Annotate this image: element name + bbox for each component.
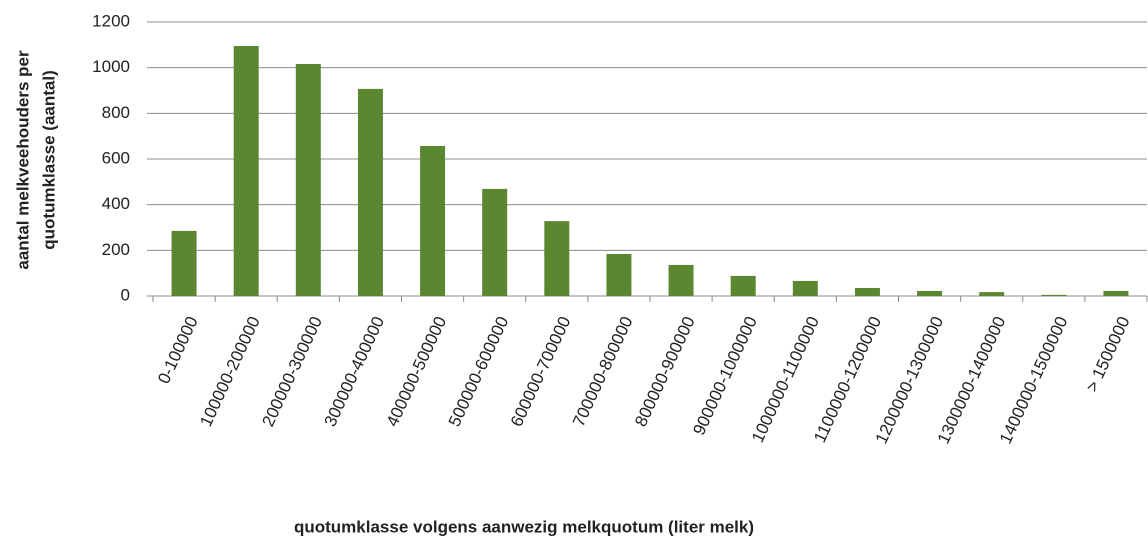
x-tick-label: 1100000-1200000	[810, 314, 885, 446]
x-tick-label: 200000-300000	[258, 314, 326, 430]
y-tick-label: 1000	[92, 57, 130, 76]
bar	[357, 88, 383, 296]
bar	[979, 292, 1005, 296]
bar	[1041, 294, 1067, 296]
y-tick-label: 400	[102, 194, 130, 213]
y-tick-label: 800	[102, 103, 130, 122]
x-tick-label: 700000-800000	[569, 314, 637, 430]
x-tick-label: 1200000-1300000	[872, 314, 948, 447]
y-tick-label: 1200	[92, 11, 130, 30]
x-tick-label: 0-100000	[154, 314, 202, 387]
bar	[420, 145, 446, 296]
bar	[233, 45, 259, 296]
bar	[917, 290, 943, 296]
x-tick-label: 1300000-1400000	[934, 314, 1010, 447]
bar	[854, 288, 880, 296]
x-tick-label: 1000000-1100000	[748, 314, 823, 446]
x-tick-label: 400000-500000	[383, 314, 451, 430]
bar	[1103, 290, 1129, 296]
bar	[730, 275, 756, 296]
x-axis-title: quotumklasse volgens aanwezig melkquotum…	[294, 517, 754, 536]
y-axis-title: aantal melkveehouders per	[13, 50, 32, 270]
bar	[171, 230, 197, 296]
x-tick-label: 500000-600000	[445, 314, 513, 430]
bar	[792, 280, 818, 296]
bar	[668, 264, 694, 296]
y-tick-label: 600	[102, 148, 130, 167]
x-tick-label: 800000-900000	[631, 314, 699, 430]
x-tick-label: 300000-400000	[321, 314, 389, 430]
y-tick-label: 200	[102, 240, 130, 259]
x-tick-label: 1400000-1500000	[996, 314, 1072, 447]
y-tick-label: 0	[121, 285, 130, 304]
bar	[295, 64, 321, 296]
bar	[606, 253, 632, 296]
x-tick-label: 100000-200000	[196, 314, 264, 430]
bar	[482, 188, 508, 296]
bar	[544, 221, 570, 296]
x-tick-label: 900000-1000000	[689, 314, 761, 439]
y-axis-title: quotumklasse (aantal)	[39, 70, 58, 250]
x-tick-label: > 1500000	[1082, 314, 1133, 395]
x-tick-label: 600000-700000	[507, 314, 575, 430]
